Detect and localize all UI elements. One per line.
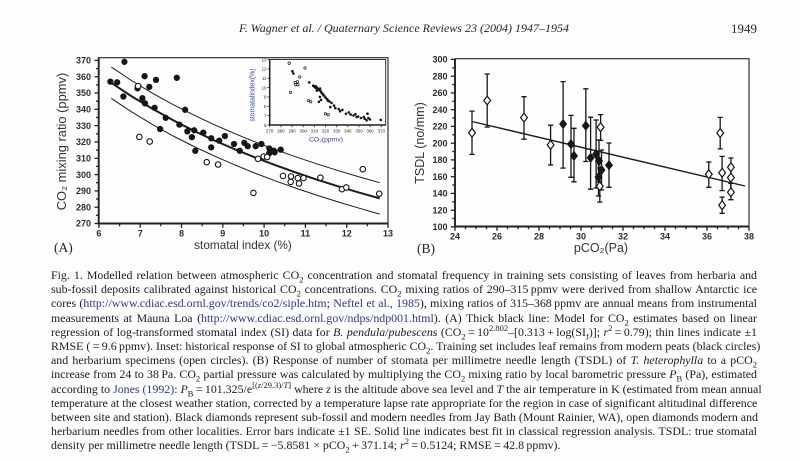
svg-text:24: 24 — [450, 232, 460, 242]
svg-text:300: 300 — [300, 129, 308, 134]
svg-text:stomatalindex(%): stomatalindex(%) — [250, 68, 257, 121]
svg-text:12: 12 — [342, 229, 352, 239]
svg-text:26: 26 — [492, 232, 502, 242]
svg-text:9: 9 — [264, 95, 267, 100]
svg-text:280: 280 — [277, 129, 285, 134]
svg-text:220: 220 — [432, 122, 447, 132]
svg-text:350: 350 — [355, 129, 363, 134]
svg-text:180: 180 — [432, 155, 447, 165]
svg-text:32: 32 — [618, 232, 628, 242]
svg-text:10: 10 — [262, 85, 267, 90]
svg-text:13: 13 — [383, 229, 393, 239]
svg-text:340: 340 — [344, 129, 352, 134]
svg-text:260: 260 — [432, 88, 447, 98]
svg-text:11: 11 — [301, 229, 311, 239]
svg-text:(A): (A) — [54, 240, 73, 255]
svg-text:160: 160 — [432, 172, 447, 182]
svg-text:TSDL (no/mm): TSDL (no/mm) — [413, 102, 427, 184]
svg-text:120: 120 — [432, 205, 447, 215]
svg-text:240: 240 — [432, 105, 447, 115]
svg-text:13: 13 — [262, 57, 267, 62]
svg-text:28: 28 — [534, 232, 544, 242]
svg-text:CO₂(ppmv): CO₂(ppmv) — [309, 137, 343, 144]
svg-text:(B): (B) — [417, 241, 435, 256]
svg-text:pCO₂(Pa): pCO₂(Pa) — [574, 241, 628, 255]
svg-text:300: 300 — [432, 55, 447, 65]
svg-text:330: 330 — [333, 129, 341, 134]
svg-text:370: 370 — [76, 56, 91, 66]
svg-text:7: 7 — [264, 113, 267, 118]
svg-text:8: 8 — [264, 104, 267, 109]
svg-text:8: 8 — [179, 229, 184, 239]
svg-text:280: 280 — [432, 71, 447, 81]
svg-text:CO₂ mixing ratio (ppmv): CO₂ mixing ratio (ppmv) — [54, 73, 69, 211]
svg-text:350: 350 — [76, 88, 91, 98]
svg-text:100: 100 — [432, 222, 447, 232]
svg-text:320: 320 — [322, 129, 330, 134]
svg-text:stomatal index (%): stomatal index (%) — [194, 238, 292, 252]
svg-text:360: 360 — [366, 129, 374, 134]
svg-text:10: 10 — [259, 229, 269, 239]
svg-text:270: 270 — [76, 219, 91, 229]
svg-text:320: 320 — [76, 137, 91, 147]
svg-text:12: 12 — [262, 67, 267, 72]
svg-text:340: 340 — [76, 105, 91, 115]
svg-text:200: 200 — [432, 138, 447, 148]
svg-text:30: 30 — [576, 232, 586, 242]
svg-text:310: 310 — [311, 129, 319, 134]
svg-text:34: 34 — [660, 232, 670, 242]
svg-text:140: 140 — [432, 189, 447, 199]
svg-text:280: 280 — [76, 202, 91, 212]
svg-text:38: 38 — [744, 232, 754, 242]
svg-text:310: 310 — [76, 154, 91, 164]
svg-text:6: 6 — [96, 229, 101, 239]
svg-text:360: 360 — [76, 72, 91, 82]
svg-text:11: 11 — [262, 76, 267, 81]
svg-text:330: 330 — [76, 121, 91, 131]
svg-text:36: 36 — [702, 232, 712, 242]
svg-text:9: 9 — [220, 229, 225, 239]
svg-text:290: 290 — [288, 129, 296, 134]
svg-text:370: 370 — [378, 129, 386, 134]
svg-text:290: 290 — [76, 186, 91, 196]
svg-text:300: 300 — [76, 170, 91, 180]
svg-text:270: 270 — [266, 129, 274, 134]
svg-text:6: 6 — [264, 123, 267, 128]
svg-text:7: 7 — [138, 229, 143, 239]
